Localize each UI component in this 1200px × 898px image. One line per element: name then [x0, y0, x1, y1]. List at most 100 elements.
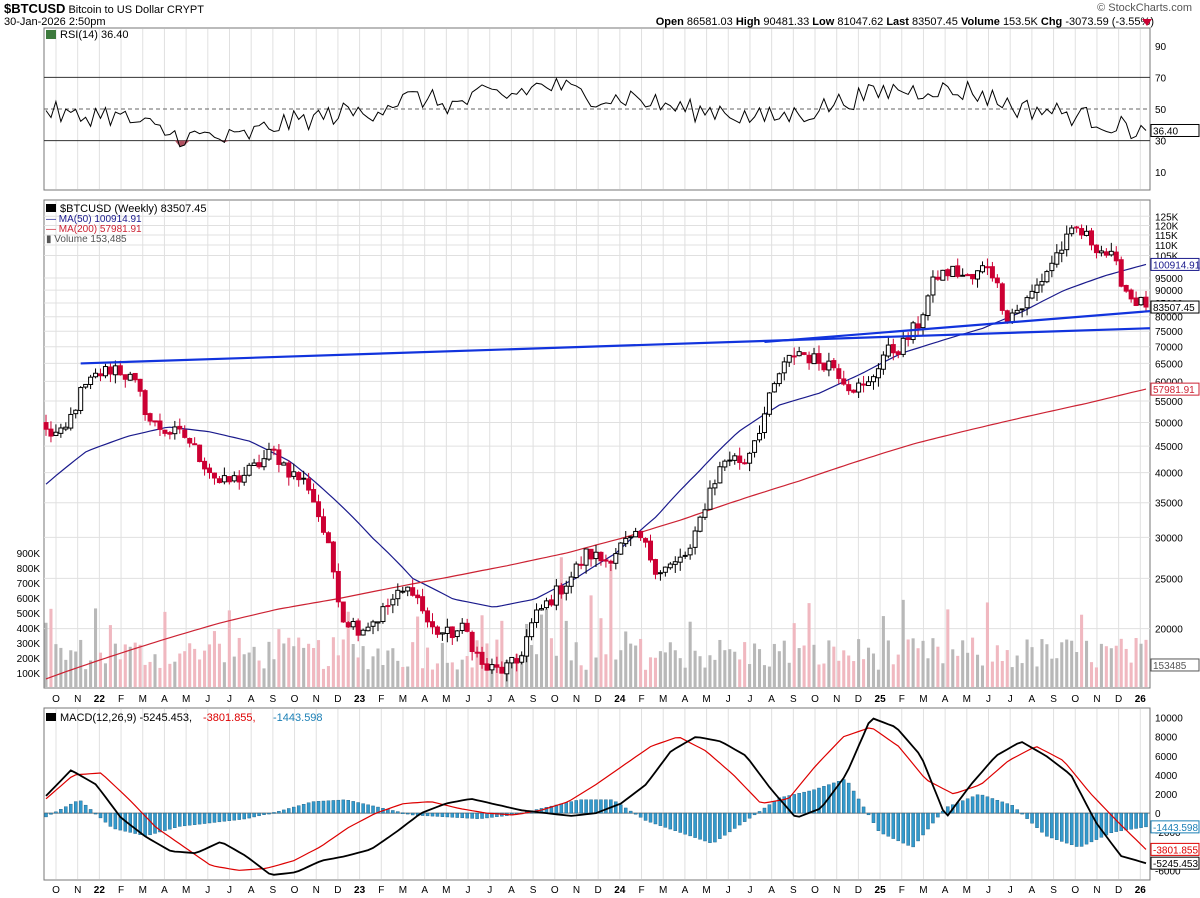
candle-body [979, 265, 985, 273]
candle-body [355, 620, 361, 636]
candle-body [796, 351, 802, 357]
macd-histogram-bar [391, 810, 395, 814]
volume-bar [282, 643, 286, 687]
candle-body [261, 458, 267, 468]
macd-histogram-bar [965, 798, 970, 814]
macd-histogram-bar [93, 812, 98, 815]
ma200-value-tag-box [1150, 382, 1200, 396]
volume-bar [698, 656, 702, 687]
macd-histogram-bar [267, 812, 271, 815]
candle-body [400, 590, 406, 593]
candle-body [667, 563, 673, 569]
x-tick-label: 26 [1135, 694, 1147, 705]
macd-histogram-bar [658, 812, 663, 826]
candle-body [821, 362, 827, 371]
candle-body [618, 542, 624, 555]
volume-bar [658, 651, 662, 687]
volume-bar [465, 656, 469, 687]
volume-bar [1045, 644, 1049, 687]
macd-histogram-bar [628, 810, 633, 814]
candle-body [529, 622, 535, 638]
volume-bar [817, 664, 821, 687]
macd-histogram-bar [396, 811, 400, 814]
macd-histogram-bar [222, 812, 227, 822]
candle-body [276, 449, 282, 465]
candle-body [935, 276, 941, 280]
x-tick-label: M [139, 885, 147, 896]
volume-bar [391, 648, 395, 687]
candle-body [192, 443, 198, 446]
volume-bar [500, 620, 504, 687]
candle-body [1098, 250, 1104, 254]
macd-histogram-bar [980, 794, 985, 814]
volume-bar [886, 640, 890, 687]
volume-bar [430, 669, 435, 687]
x-tick-label: J [1008, 694, 1013, 705]
macd-histogram-bar [1079, 812, 1084, 847]
macd-histogram-bar [1084, 812, 1089, 845]
macd-histogram-bar [762, 807, 767, 814]
symbol: $BTCUSD [4, 1, 66, 16]
macd-histogram-bar [718, 812, 722, 839]
x-tick-label: M [702, 694, 710, 705]
macd-histogram-bar [98, 812, 103, 819]
macd-histogram-bar [207, 812, 212, 824]
macd-histogram-bar [926, 812, 930, 830]
volume-bar [871, 653, 876, 687]
candle-body [291, 471, 297, 477]
candle-body [296, 472, 302, 481]
candle-body [648, 540, 654, 561]
x-tick-label: S [1050, 694, 1057, 705]
macd-histogram-bar [287, 808, 291, 814]
macd-histogram-bar [83, 804, 88, 814]
rsi-y-tick-label: 70 [1155, 73, 1167, 84]
volume-bar [990, 661, 994, 687]
x-tick-label: 25 [875, 885, 887, 896]
macd-histogram-bar [1045, 812, 1049, 837]
candle-body [1004, 310, 1010, 323]
candle-body [925, 295, 931, 317]
volume-bar [1075, 652, 1079, 687]
candle-body [766, 392, 772, 415]
candle-body [687, 547, 693, 556]
macd-y-tick-label: 8000 [1155, 733, 1178, 744]
macd-histogram-bar [1060, 812, 1064, 842]
volume-bar [69, 650, 73, 687]
candle-body [955, 265, 961, 277]
volume-bar [1099, 643, 1103, 687]
x-tick-label: O [1071, 694, 1079, 705]
volume-bar [381, 664, 385, 687]
candle-body [439, 632, 445, 635]
price-y-tick-label: 75000 [1155, 327, 1183, 338]
volume-bar [217, 643, 221, 687]
macd-histogram-bar [69, 803, 73, 814]
rsi-value-tag: 36.40 [1153, 126, 1178, 137]
x-tick-label: J [986, 694, 991, 705]
macd-legend-signal: -3801.855, [203, 712, 256, 724]
price-y-tick-label: 80000 [1155, 313, 1183, 324]
macd-histogram-bar [866, 812, 871, 816]
candle-body [578, 563, 584, 566]
candle-body [851, 389, 857, 393]
source-label: © StockCharts.com [1097, 2, 1192, 14]
candle-body [434, 626, 440, 635]
price-y-tick-label: 25000 [1155, 574, 1183, 585]
macd-histogram-bar [797, 793, 801, 814]
open-label: Open [655, 16, 684, 28]
candle-body [880, 354, 886, 370]
macd-histogram-bar [906, 812, 910, 846]
macd-histogram-bar [158, 812, 162, 833]
x-tick-label: F [899, 694, 905, 705]
candle-body [940, 269, 946, 281]
x-tick-label: N [313, 694, 320, 705]
volume-bar [232, 656, 236, 687]
candle-body [984, 266, 990, 269]
macd-histogram-bar [232, 812, 237, 821]
low-value: 81047.62 [837, 16, 884, 28]
volume-bar [569, 660, 573, 687]
x-tick-label: J [747, 694, 752, 705]
macd-histogram-bar [1124, 812, 1128, 831]
candle-body [53, 431, 59, 436]
macd-histogram-bar [787, 795, 791, 814]
macd-histogram-bar [237, 812, 241, 820]
